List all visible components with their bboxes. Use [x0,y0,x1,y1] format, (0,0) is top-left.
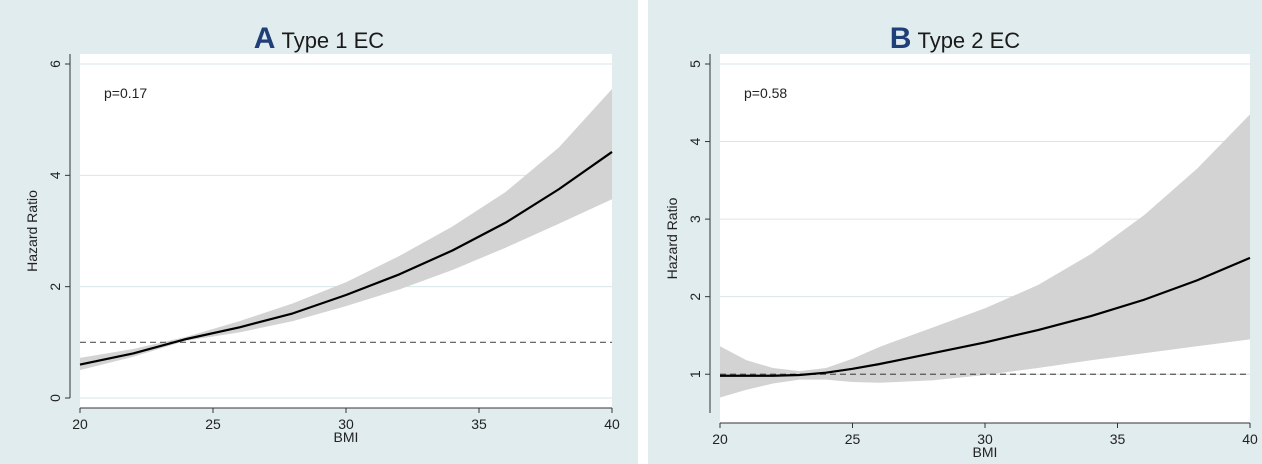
x-tick-label: 20 [72,416,88,432]
x-tick-label: 30 [977,431,993,447]
x-tick-label: 20 [712,431,728,447]
y-tick-label: 0 [47,394,63,402]
hazard-ratio-line [720,256,1251,377]
x-tick-label: 25 [205,416,221,432]
panel-title-text: Type 2 EC [917,28,1021,53]
x-axis-label: BMI [334,429,359,445]
x-tick-label: 35 [1110,431,1126,447]
x-tick-label: 25 [845,431,861,447]
p-value-annotation: p=0.17 [104,85,147,101]
confidence-band [720,114,1250,398]
panel-title: A Type 1 EC [0,22,638,56]
y-tick-label: 5 [687,60,703,68]
panel-type2: B Type 2 EC 20 25 30 35 40 1 2 3 4 5 BMI Hazard Rati… [648,0,1262,464]
y-tick-label: 1 [687,370,703,378]
y-tick-label: 2 [47,283,63,291]
panel-type1: A Type 1 EC 20 25 30 35 40 0 2 4 6 BMI Hazard Ratio… [0,0,638,464]
y-axis-label: Hazard Ratio [24,190,40,272]
panel-title-text: Type 1 EC [281,28,385,53]
panel-letter: B [889,22,912,55]
confidence-band [80,89,612,371]
y-tick-label: 6 [47,60,63,68]
x-tick-label: 35 [471,416,487,432]
x-tick-label: 40 [604,416,620,432]
p-value-annotation: p=0.58 [744,85,787,101]
y-tick-label: 4 [47,171,63,179]
y-axis-label: Hazard Ratio [664,197,680,279]
chart-type1: 20 25 30 35 40 0 2 4 6 BMI Hazard Ratio p=0.17 [24,54,620,445]
y-tick-label: 4 [687,137,703,145]
hazard-ratio-line [79,151,613,366]
x-tick-label: 40 [1242,431,1258,447]
panel-title: B Type 2 EC [648,22,1262,56]
chart-type2: 20 25 30 35 40 1 2 3 4 5 BMI Hazard Ratio p=0.58 [664,54,1258,460]
y-tick-label: 3 [687,215,703,223]
panel-letter: A [253,22,276,55]
x-axis-label: BMI [973,444,998,460]
y-tick-label: 2 [687,293,703,301]
x-tick-label: 30 [338,416,354,432]
